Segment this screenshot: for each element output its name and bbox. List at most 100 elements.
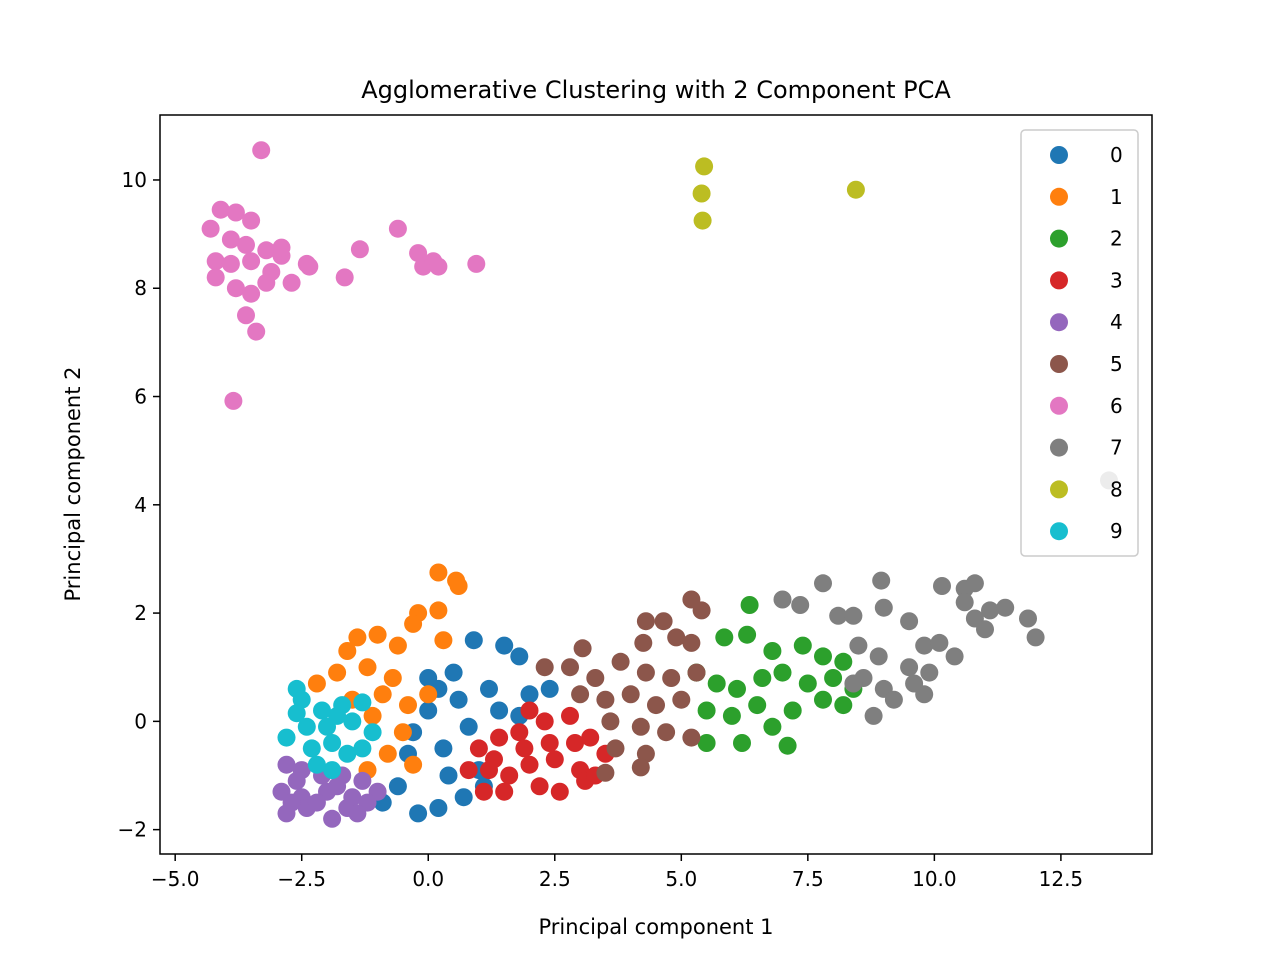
data-point — [631, 717, 650, 736]
data-point — [459, 761, 478, 780]
x-axis: −5.0 −2.5 0.0 2.5 5.0 7.5 10.0 12.5 — [151, 854, 1083, 891]
data-point — [814, 690, 832, 709]
data-point — [300, 257, 319, 276]
data-point — [900, 658, 919, 677]
data-point — [884, 690, 903, 709]
data-point — [363, 706, 382, 725]
y-tick-label: 2 — [134, 601, 147, 625]
data-point — [530, 777, 549, 796]
data-point — [464, 631, 483, 650]
legend-label-0: 0 — [1110, 143, 1123, 167]
data-point — [520, 685, 539, 704]
data-point — [495, 782, 514, 801]
data-point — [490, 701, 509, 720]
data-point — [844, 606, 863, 625]
data-point — [829, 606, 848, 625]
data-point — [846, 180, 865, 199]
series-3 — [459, 701, 615, 801]
data-point — [915, 636, 934, 655]
x-tick-label: −2.5 — [277, 867, 326, 891]
data-point — [353, 771, 372, 790]
data-point — [201, 219, 220, 238]
data-point — [654, 612, 673, 631]
x-tick-label: 5.0 — [665, 867, 697, 891]
data-point — [404, 755, 423, 774]
data-point — [363, 723, 382, 742]
data-point — [573, 639, 592, 658]
data-point — [773, 663, 792, 682]
data-point — [221, 254, 240, 273]
data-point — [454, 788, 473, 807]
data-point — [358, 658, 377, 677]
data-point — [323, 734, 342, 752]
data-point — [419, 701, 438, 720]
data-point — [728, 679, 746, 698]
series-6 — [201, 141, 486, 410]
data-point — [313, 701, 331, 720]
data-point — [378, 744, 397, 763]
y-tick-label: 10 — [122, 168, 147, 192]
data-point — [682, 728, 701, 747]
data-point — [449, 690, 468, 709]
data-point — [323, 809, 342, 828]
y-axis-label: Principal component 2 — [61, 367, 85, 602]
data-point — [814, 647, 832, 666]
legend-label-9: 9 — [1110, 519, 1123, 543]
legend-marker-4 — [1050, 313, 1068, 332]
data-points — [201, 141, 1118, 828]
data-point — [778, 736, 797, 755]
y-axis: −2 0 2 4 6 8 10 — [118, 168, 160, 842]
data-point — [844, 674, 863, 693]
series-8 — [692, 157, 865, 230]
data-point — [520, 701, 539, 720]
data-point — [920, 663, 939, 682]
legend-label-5: 5 — [1110, 352, 1123, 376]
data-point — [824, 669, 843, 687]
data-point — [368, 625, 387, 644]
data-point — [328, 706, 347, 725]
data-point — [869, 647, 888, 666]
y-tick-label: 0 — [134, 709, 147, 733]
x-tick-label: 7.5 — [792, 867, 824, 891]
data-point — [393, 723, 412, 742]
data-point — [335, 268, 354, 287]
data-point — [566, 734, 584, 752]
data-point — [343, 712, 362, 731]
data-point — [338, 642, 357, 660]
data-point — [242, 252, 261, 271]
y-tick-label: 6 — [134, 385, 147, 409]
data-point — [206, 252, 225, 271]
data-point — [733, 734, 751, 752]
data-point — [596, 763, 615, 782]
plot-frame — [159, 114, 1153, 855]
data-point — [282, 273, 301, 292]
data-point — [773, 590, 792, 609]
data-point — [429, 257, 448, 276]
data-point — [480, 679, 498, 698]
data-point — [388, 636, 407, 655]
data-point — [535, 658, 554, 677]
data-point — [636, 612, 655, 631]
data-point — [520, 755, 539, 774]
data-point — [753, 669, 772, 687]
data-point — [515, 739, 534, 758]
data-point — [510, 723, 529, 742]
y-tick-label: 4 — [134, 493, 147, 517]
x-tick-label: 0.0 — [412, 867, 444, 891]
data-point — [955, 593, 974, 612]
legend-marker-7 — [1050, 438, 1068, 457]
data-point — [292, 690, 311, 709]
data-point — [798, 674, 817, 693]
legend-marker-3 — [1050, 271, 1068, 290]
x-axis-label: Principal component 1 — [539, 915, 774, 939]
data-point — [682, 633, 701, 652]
data-point — [601, 712, 620, 731]
data-point — [693, 211, 712, 230]
data-point — [373, 685, 392, 704]
data-point — [707, 674, 726, 693]
data-point — [226, 279, 245, 298]
data-point — [282, 793, 301, 812]
data-point — [561, 706, 579, 725]
legend-marker-9 — [1050, 522, 1068, 541]
data-point — [738, 625, 757, 644]
